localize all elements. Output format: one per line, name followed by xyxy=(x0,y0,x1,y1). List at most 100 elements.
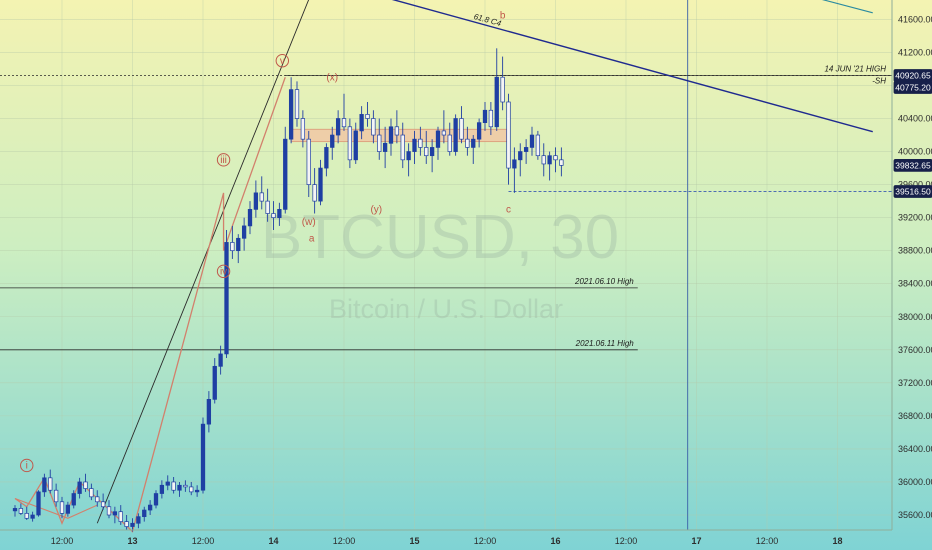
candle-body-19 xyxy=(124,521,129,527)
price-tick-5: 37600.00 xyxy=(898,345,932,355)
candle-body-32 xyxy=(200,423,206,491)
candle-body-29 xyxy=(183,484,188,488)
candle-body-34 xyxy=(212,365,217,400)
time-axis: 12:00 13 12:00 14 12:00 15 12:00 16 12:00 17 12:00… xyxy=(51,536,843,546)
time-tick-3: 14 xyxy=(268,536,278,546)
candle-body-89 xyxy=(535,134,541,157)
candle-body-20 xyxy=(130,522,135,527)
candle-body-39 xyxy=(241,225,247,239)
candle-body-10 xyxy=(71,493,76,506)
price-tag-value-1: 40920.65 xyxy=(895,71,931,81)
wave-label-7: (y) xyxy=(370,205,382,216)
candle-body-67 xyxy=(406,151,411,161)
candle-body-11 xyxy=(77,481,82,494)
price-tick-9: 39200.00 xyxy=(898,213,932,223)
candle-body-6 xyxy=(48,477,53,491)
price-tick-8: 38800.00 xyxy=(898,246,932,256)
trendline-0 xyxy=(391,0,873,133)
candle-body-87 xyxy=(523,147,529,152)
candle-body-66 xyxy=(400,134,405,161)
candle-body-93 xyxy=(559,159,564,166)
candle-body-59 xyxy=(359,114,364,132)
candle-body-72 xyxy=(435,130,441,148)
candle-body-78 xyxy=(471,138,476,148)
candle-body-23 xyxy=(147,504,153,511)
wave-label-0: i xyxy=(26,461,28,472)
price-tick-11: 40000.00 xyxy=(898,147,932,157)
price-tick-2: 36400.00 xyxy=(898,444,932,454)
candle-body-62 xyxy=(377,134,382,152)
price-tick-15: 41600.00 xyxy=(898,14,932,24)
candle-body-8 xyxy=(59,501,65,514)
candle-body-50 xyxy=(306,138,311,185)
candle-body-51 xyxy=(312,184,317,202)
impulse-line xyxy=(96,0,310,524)
candle-body-21 xyxy=(136,516,141,524)
time-tick-4: 12:00 xyxy=(333,536,356,546)
candles xyxy=(12,48,564,532)
price-tick-12: 40400.00 xyxy=(898,114,932,124)
candle-body-12 xyxy=(83,481,88,489)
candle-body-41 xyxy=(253,192,259,210)
candle-body-35 xyxy=(218,353,223,367)
candle-body-9 xyxy=(65,504,71,514)
price-tag-value-3: 39832.65 xyxy=(895,160,931,170)
price-tag-value-4: 39516.50 xyxy=(895,186,931,196)
candle-body-57 xyxy=(347,126,353,161)
candle-body-68 xyxy=(412,138,417,152)
price-tag-box-4 xyxy=(893,185,932,198)
wave-label-circle-3 xyxy=(275,54,290,68)
candle-body-0 xyxy=(12,508,18,512)
candle-body-49 xyxy=(300,118,306,140)
wave-label-4: (x) xyxy=(326,73,338,84)
candle-body-16 xyxy=(106,506,112,516)
candle-body-64 xyxy=(388,126,394,144)
wave-label-9: c xyxy=(506,205,511,216)
price-tag-value-2: 40775.20 xyxy=(895,83,931,93)
candle-body-36 xyxy=(224,242,229,355)
candle-body-76 xyxy=(459,118,464,140)
candle-body-82 xyxy=(494,76,499,128)
candle-body-86 xyxy=(518,151,523,161)
candle-body-18 xyxy=(118,511,123,522)
candle-body-47 xyxy=(288,89,294,140)
level-label-2: 14 JUN '21 HIGH xyxy=(824,65,886,74)
candle-body-33 xyxy=(206,399,212,425)
candle-body-14 xyxy=(95,496,100,503)
wave-label-8: b xyxy=(500,11,506,22)
time-tick-11: 18 xyxy=(832,536,842,546)
candle-body-2 xyxy=(24,512,29,519)
candle-body-30 xyxy=(189,486,194,493)
resistance-zone xyxy=(290,128,509,143)
time-tick-0: 12:00 xyxy=(51,536,74,546)
candle-body-46 xyxy=(283,138,288,210)
watermark: BTCUSD, 30 Bitcoin / U.S. Dollar xyxy=(261,203,619,324)
level-label-0: 2021.06.10 High xyxy=(574,277,634,286)
level-label-3: -SH xyxy=(872,77,886,86)
wave-label-5: (w) xyxy=(302,217,316,228)
candle-body-28 xyxy=(177,484,182,491)
time-tick-9: 17 xyxy=(691,536,701,546)
wave-label-2: iv xyxy=(220,267,227,278)
candle-body-3 xyxy=(30,514,35,519)
price-tick-7: 38400.00 xyxy=(898,279,932,289)
candle-body-25 xyxy=(159,484,165,494)
candle-body-75 xyxy=(453,118,458,152)
candle-body-55 xyxy=(335,118,341,136)
candle-body-60 xyxy=(365,114,370,119)
candle-body-53 xyxy=(324,147,329,169)
candle-body-15 xyxy=(100,501,106,508)
price-tick-10: 39600.00 xyxy=(898,180,932,190)
candle-body-48 xyxy=(294,89,300,119)
candle-body-4 xyxy=(36,491,41,516)
candle-body-58 xyxy=(353,130,358,161)
resistance-zone-box xyxy=(290,128,509,143)
candle-body-79 xyxy=(476,122,482,140)
price-tick-4: 37200.00 xyxy=(898,378,932,388)
wave-label-circle-2 xyxy=(216,264,231,279)
price-tag-box-2 xyxy=(893,81,932,94)
price-tick-6: 38000.00 xyxy=(898,312,932,322)
